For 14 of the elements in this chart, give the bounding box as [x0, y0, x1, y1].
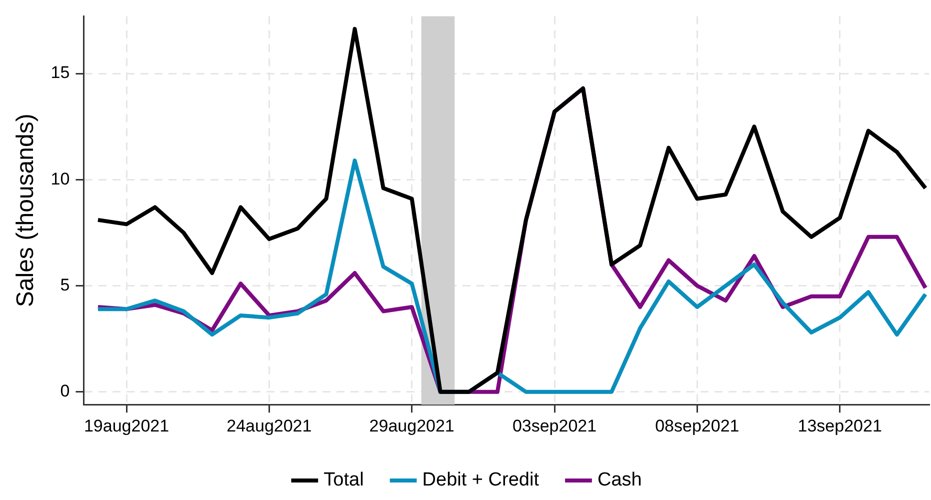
legend-label: Debit + Credit	[422, 470, 540, 491]
y-tick-label: 10	[50, 169, 70, 188]
y-tick-label: 5	[60, 275, 70, 294]
x-tick-label: 19aug2021	[84, 416, 170, 436]
x-tick-label: 03sep2021	[512, 416, 597, 436]
legend-label: Total	[324, 470, 364, 491]
x-tick-label: 08sep2021	[655, 416, 740, 436]
y-tick-label: 0	[60, 382, 70, 401]
y-axis-title: Sales (thousands)	[12, 114, 40, 308]
x-tick-label: 29aug2021	[369, 416, 454, 436]
x-tick-label: 13sep2021	[798, 416, 882, 436]
x-tick-label: 24aug2021	[226, 416, 312, 436]
legend-label: Cash	[597, 470, 642, 491]
y-tick-label: 15	[50, 63, 70, 82]
